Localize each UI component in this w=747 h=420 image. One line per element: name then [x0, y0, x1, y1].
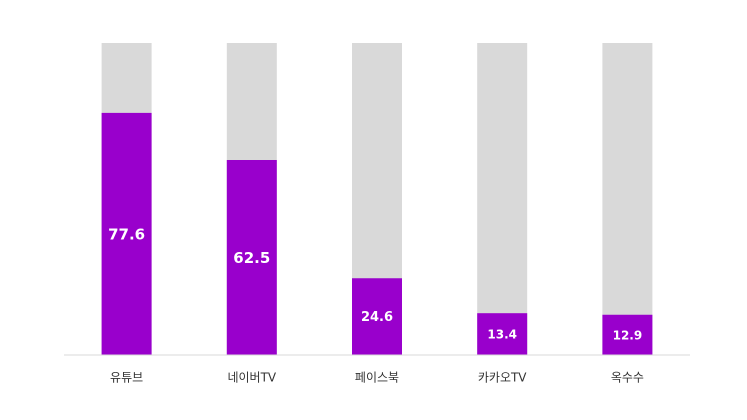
bar-track	[477, 43, 528, 355]
bar	[477, 313, 528, 355]
x-tick-label: 카카오TV	[478, 371, 527, 385]
bar	[352, 278, 402, 355]
x-tick-label: 페이스북	[355, 371, 399, 385]
bar	[226, 160, 277, 355]
bar-track	[602, 43, 653, 355]
data-label: 77.6	[108, 225, 145, 243]
data-label: 24.6	[361, 310, 393, 325]
data-label: 62.5	[233, 249, 270, 267]
x-tick-label: 옥수수	[611, 371, 644, 385]
bar	[602, 314, 653, 355]
data-label: 13.4	[487, 328, 517, 342]
x-tick-label: 유튜브	[110, 371, 143, 385]
x-tick-label: 네이버TV	[227, 371, 276, 385]
data-label: 12.9	[613, 328, 643, 342]
bar	[101, 112, 152, 355]
